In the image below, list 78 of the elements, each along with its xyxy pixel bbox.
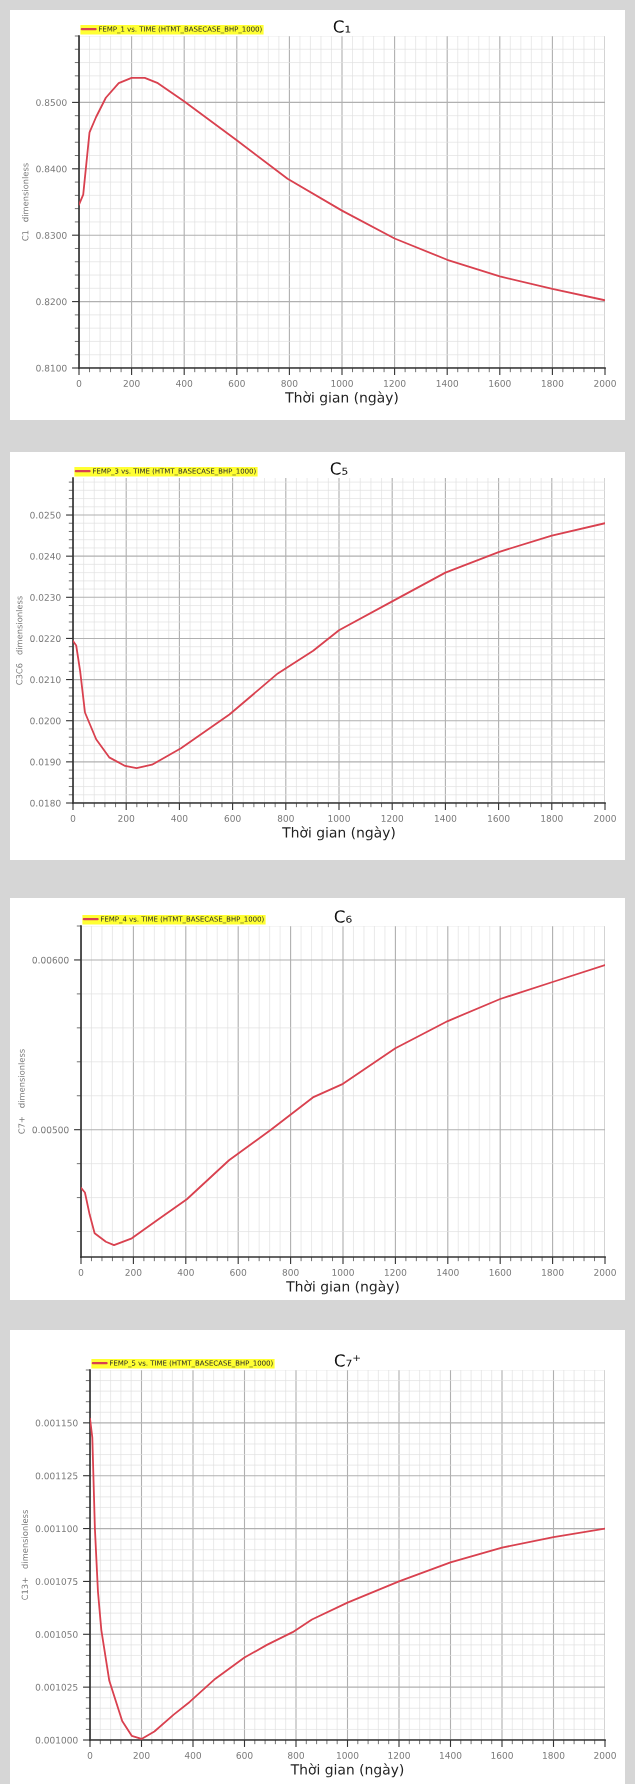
- x-tick-label: 1200: [381, 814, 404, 822]
- x-axis-title: Thời gian (ngày): [290, 1763, 404, 1778]
- y-axis-title: C7+ dimensionless: [18, 1049, 25, 1134]
- y-tick-label: 0.001050: [35, 1631, 78, 1638]
- x-tick-label: 1000: [331, 379, 353, 387]
- y-tick-label: 0.0220: [30, 635, 61, 642]
- x-tick-label: 1800: [543, 1751, 565, 1759]
- x-tick-label: 1800: [541, 379, 564, 387]
- y-tick-label: 0.00500: [32, 1126, 69, 1134]
- y-tick-label: 0.8300: [36, 231, 67, 239]
- y-tick-label: 0.0180: [30, 799, 61, 807]
- x-tick-label: 1200: [384, 379, 406, 387]
- y-tick-label: 0.8400: [36, 165, 67, 173]
- y-tick-label: 0.001100: [35, 1525, 78, 1533]
- x-tick-label: 1600: [488, 814, 510, 822]
- y-tick-label: 0.0210: [30, 676, 61, 684]
- x-tick-label: 2000: [594, 1751, 616, 1759]
- x-tick-label: 0: [76, 379, 82, 387]
- y-tick-label: 0.8200: [36, 298, 67, 306]
- x-tick-label: 800: [277, 814, 294, 822]
- x-tick-label: 400: [171, 814, 188, 822]
- x-tick-label: 200: [125, 1268, 142, 1276]
- chart-title: C₇⁺: [334, 1354, 360, 1367]
- y-tick-label: 0.8100: [36, 364, 67, 372]
- y-axis-title: C1 dimensionless: [21, 163, 29, 241]
- y-tick-label: 0.001075: [35, 1578, 78, 1585]
- y-tick-label: 0.00600: [32, 956, 69, 964]
- x-tick-label: 800: [281, 379, 298, 387]
- x-tick-label: 1000: [337, 1751, 359, 1759]
- x-axis-title: Thời gian (ngày): [285, 391, 398, 406]
- x-tick-label: 1400: [436, 379, 459, 387]
- x-tick-label: 600: [230, 1268, 247, 1276]
- x-tick-label: 800: [282, 1268, 299, 1276]
- x-tick-label: 1000: [328, 814, 350, 822]
- x-tick-label: 0: [87, 1751, 93, 1759]
- y-tick-label: 0.8500: [36, 99, 67, 106]
- x-tick-label: 200: [118, 814, 135, 822]
- x-tick-label: 600: [224, 814, 241, 822]
- x-tick-label: 1200: [384, 1268, 407, 1276]
- chart-title: C₅: [330, 462, 348, 475]
- x-tick-label: 2000: [594, 379, 616, 387]
- x-tick-label: 200: [133, 1751, 150, 1759]
- chart-title: C₁: [333, 20, 351, 33]
- x-tick-label: 1600: [489, 379, 511, 387]
- x-axis-title: Thời gian (ngày): [286, 1280, 399, 1295]
- x-tick-label: 1400: [440, 1751, 462, 1759]
- x-tick-label: 1600: [491, 1751, 513, 1759]
- y-axis-title: C13+ dimensionless: [21, 1510, 28, 1600]
- y-tick-label: 0.0240: [30, 552, 61, 560]
- y-axis-title: C3C6 dimensionless: [15, 596, 23, 685]
- x-tick-label: 1000: [332, 1268, 354, 1276]
- y-tick-label: 0.0250: [30, 511, 61, 519]
- y-tick-label: 0.001000: [35, 1736, 78, 1744]
- x-tick-label: 1800: [541, 814, 563, 822]
- x-tick-label: 1400: [434, 814, 457, 822]
- x-tick-label: 2000: [594, 814, 616, 822]
- x-tick-label: 1800: [542, 1268, 564, 1276]
- x-tick-label: 1400: [437, 1268, 459, 1276]
- y-tick-label: 0.001125: [35, 1472, 78, 1480]
- y-tick-label: 0.0230: [30, 594, 61, 601]
- y-tick-label: 0.001025: [35, 1683, 78, 1691]
- y-tick-label: 0.001150: [35, 1419, 78, 1427]
- x-tick-label: 400: [176, 379, 193, 387]
- x-tick-label: 600: [236, 1751, 253, 1759]
- x-tick-label: 0: [78, 1268, 84, 1276]
- chart-title: C₆: [334, 910, 352, 923]
- x-tick-label: 1200: [388, 1751, 410, 1759]
- x-tick-label: 1600: [489, 1268, 512, 1276]
- y-tick-label: 0.0190: [30, 758, 61, 766]
- x-axis-title: Thời gian (ngày): [282, 826, 395, 841]
- y-tick-label: 0.0200: [30, 717, 61, 725]
- x-tick-label: 0: [70, 814, 76, 822]
- x-tick-label: 800: [288, 1751, 305, 1759]
- x-tick-label: 200: [123, 379, 140, 387]
- x-tick-label: 400: [177, 1268, 194, 1276]
- x-tick-label: 600: [228, 379, 245, 387]
- x-tick-label: 2000: [594, 1268, 616, 1276]
- x-tick-label: 400: [184, 1751, 202, 1759]
